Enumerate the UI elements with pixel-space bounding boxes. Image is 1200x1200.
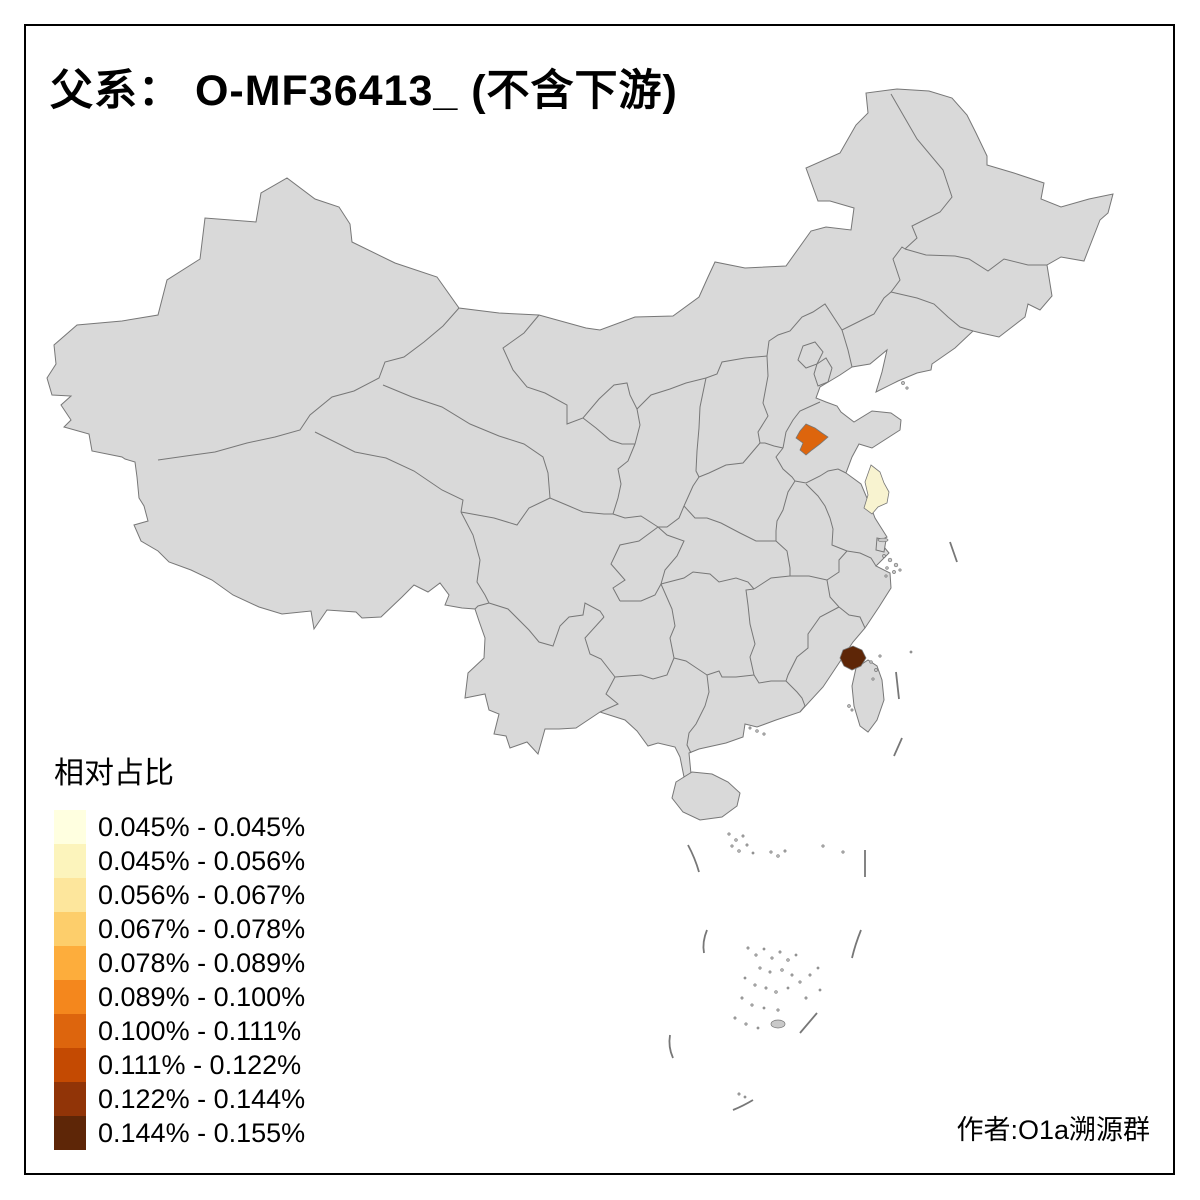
legend-row: 0.100% - 0.111%: [54, 1014, 305, 1048]
legend-row: 0.089% - 0.100%: [54, 980, 305, 1014]
legend-title: 相对占比: [54, 757, 174, 790]
region-east-cream: [863, 464, 890, 515]
legend-label: 0.078% - 0.089%: [98, 947, 306, 978]
legend-label: 0.045% - 0.045%: [98, 811, 306, 842]
choropleth-regions: [795, 423, 890, 671]
legend-row: 0.144% - 0.155%: [54, 1116, 305, 1150]
legend-swatch: [54, 912, 86, 946]
legend-swatch: [54, 946, 86, 980]
region-north-orange: [795, 423, 829, 456]
legend-row: 0.078% - 0.089%: [54, 946, 305, 980]
legend-label: 0.045% - 0.056%: [98, 845, 306, 876]
legend-label: 0.144% - 0.155%: [98, 1117, 306, 1148]
legend-row: 0.045% - 0.056%: [54, 844, 305, 878]
land-group: [46, 88, 1114, 821]
province-borders: [157, 93, 1047, 754]
legend-label: 0.100% - 0.111%: [98, 1015, 302, 1046]
china-mainland-outline: [46, 88, 1114, 778]
legend-label: 0.111% - 0.122%: [98, 1049, 302, 1080]
legend-swatch: [54, 844, 86, 878]
legend-label: 0.122% - 0.144%: [98, 1083, 306, 1114]
scs-island: [770, 1019, 786, 1029]
taiwan-island: [851, 659, 885, 733]
attribution-text: 作者:O1a溯源群: [956, 1115, 1150, 1145]
legend-swatch: [54, 1048, 86, 1082]
legend-row: 0.122% - 0.144%: [54, 1082, 305, 1116]
legend-swatch: [54, 878, 86, 912]
legend-swatch: [54, 1116, 86, 1150]
islands: [727, 381, 913, 1099]
legend-row: 0.045% - 0.045%: [54, 810, 305, 844]
tianjin-boundary: [813, 357, 833, 387]
legend-row: 0.067% - 0.078%: [54, 912, 305, 946]
nine-dash-line: [668, 541, 958, 1111]
hainan-island: [671, 771, 741, 821]
chongming-island: [877, 537, 889, 543]
legend-swatch: [54, 1014, 86, 1048]
legend-label: 0.067% - 0.078%: [98, 913, 306, 944]
legend-label: 0.089% - 0.100%: [98, 981, 306, 1012]
legend-label: 0.056% - 0.067%: [98, 879, 306, 910]
region-southeast-dark: [839, 645, 867, 671]
legend-row: 0.056% - 0.067%: [54, 878, 305, 912]
legend-swatch: [54, 810, 86, 844]
legend-swatch: [54, 1082, 86, 1116]
legend-classes: 0.045% - 0.045% 0.045% - 0.056% 0.056% - 0…: [54, 810, 305, 1150]
legend: 相对占比 0.045% - 0.045% 0.045% - 0.056% 0.056…: [54, 748, 305, 1150]
legend-swatch: [54, 980, 86, 1014]
page-title: 父系： O-MF36413_ (不含下游): [50, 67, 678, 115]
legend-row: 0.111% - 0.122%: [54, 1048, 305, 1082]
